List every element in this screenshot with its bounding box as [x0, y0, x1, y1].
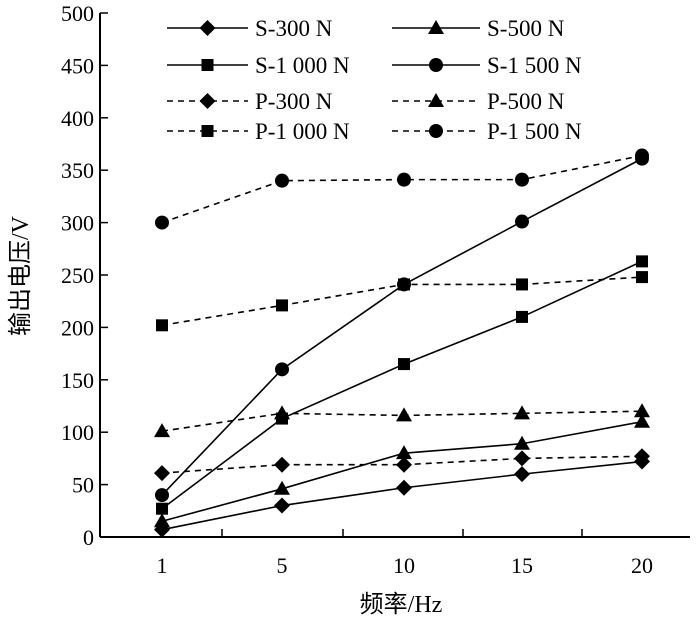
- data-point-s-1-000-n: [398, 358, 410, 371]
- x-tick-label: 15: [511, 553, 533, 578]
- data-point-p-1-500-n: [275, 173, 289, 188]
- legend-marker: [428, 20, 444, 34]
- legend-label: S-300 N: [255, 16, 333, 41]
- data-point-s-1-500-n: [155, 488, 169, 503]
- data-point-s-500-n: [514, 435, 530, 450]
- legend-item-p-300-n: P-300 N: [167, 89, 333, 114]
- data-point-s-500-n: [396, 445, 412, 460]
- legend-label: S-500 N: [487, 16, 565, 41]
- legend-label: S-1 000 N: [255, 53, 350, 78]
- series-p-500-n: [154, 403, 650, 438]
- legend-label: P-500 N: [487, 89, 565, 114]
- series-line-s-500-n: [161, 420, 643, 523]
- y-axis-title: 输出电压/V: [7, 215, 34, 336]
- legend-marker: [201, 59, 214, 71]
- plot-area: [154, 148, 650, 538]
- x-tick-label: 1: [157, 553, 168, 578]
- legend-item-s-300-n: S-300 N: [167, 16, 333, 41]
- y-tick-label: 200: [61, 315, 94, 340]
- legend-label: P-1 000 N: [255, 119, 350, 144]
- legend-item-p-1-500-n: P-1 500 N: [392, 119, 582, 144]
- data-point-p-1-000-n: [276, 299, 288, 312]
- x-tick-label: 5: [277, 553, 288, 578]
- data-point-s-500-n: [274, 480, 290, 495]
- data-point-p-500-n: [396, 407, 412, 422]
- series-line-s-1-000-n: [161, 260, 643, 510]
- data-point-p-500-n: [154, 423, 170, 438]
- y-tick-label: 0: [83, 525, 94, 550]
- data-point-s-300-n: [514, 466, 530, 483]
- series-s-1-000-n: [156, 255, 648, 515]
- data-point-s-1-000-n: [156, 502, 168, 515]
- data-point-p-1-000-n: [156, 319, 168, 332]
- data-point-p-300-n: [274, 456, 290, 473]
- data-point-p-1-000-n: [636, 271, 648, 284]
- y-tick-label: 350: [61, 158, 94, 183]
- data-point-s-300-n: [274, 497, 290, 514]
- y-tick-label: 500: [61, 1, 94, 26]
- x-tick-label: 10: [393, 553, 415, 578]
- data-point-s-500-n: [634, 413, 650, 428]
- legend-marker: [201, 125, 214, 137]
- legend-marker: [199, 20, 216, 36]
- data-point-p-1-500-n: [515, 172, 529, 187]
- data-point-p-300-n: [634, 448, 650, 465]
- legend-marker: [199, 93, 216, 109]
- series-line-p-1-500-n: [161, 154, 643, 224]
- y-tick-label: 250: [61, 263, 94, 288]
- legend: S-300 N S-500 N S-1 000 N S-1 500 N P-300 N P…: [167, 16, 582, 144]
- data-point-p-300-n: [514, 450, 530, 467]
- legend-item-s-1-500-n: S-1 500 N: [392, 53, 582, 78]
- series-line-s-300-n: [161, 460, 643, 531]
- data-point-p-1-000-n: [516, 278, 528, 291]
- data-point-s-1-500-n: [515, 214, 529, 229]
- data-point-p-1-500-n: [397, 172, 411, 187]
- data-point-s-300-n: [396, 479, 412, 496]
- y-tick-label: 150: [61, 368, 94, 393]
- legend-label: P-300 N: [255, 89, 333, 114]
- data-point-p-300-n: [154, 465, 170, 482]
- series-p-300-n: [154, 448, 650, 482]
- data-point-p-500-n: [514, 405, 530, 420]
- y-tick-label: 300: [61, 211, 94, 236]
- legend-marker: [429, 124, 443, 138]
- legend-item-p-500-n: P-500 N: [392, 89, 565, 114]
- data-point-p-1-000-n: [398, 278, 410, 291]
- series-p-1-500-n: [155, 148, 649, 230]
- x-axis-title: 频率/Hz: [360, 591, 443, 618]
- data-point-s-500-n: [154, 513, 170, 528]
- data-point-s-1-000-n: [636, 255, 648, 268]
- y-tick-label: 450: [61, 53, 94, 78]
- data-point-p-300-n: [396, 456, 412, 473]
- data-point-p-500-n: [274, 405, 290, 420]
- y-tick-label: 50: [72, 473, 94, 498]
- series-line-s-1-500-n: [161, 157, 643, 496]
- y-tick-label: 400: [61, 106, 94, 131]
- data-point-p-1-500-n: [155, 215, 169, 230]
- x-tick-label: 20: [631, 553, 653, 578]
- legend-marker: [428, 93, 444, 107]
- data-point-p-1-500-n: [635, 148, 649, 163]
- legend-label: S-1 500 N: [487, 53, 582, 78]
- data-point-s-1-000-n: [516, 310, 528, 323]
- legend-item-s-1-000-n: S-1 000 N: [167, 53, 350, 78]
- data-point-s-1-500-n: [275, 362, 289, 377]
- y-tick-label: 100: [61, 420, 94, 445]
- legend-marker: [429, 58, 443, 72]
- series-p-1-000-n: [156, 271, 648, 332]
- legend-item-p-1-000-n: P-1 000 N: [167, 119, 350, 144]
- data-point-p-500-n: [634, 403, 650, 418]
- series-s-500-n: [154, 413, 650, 528]
- legend-item-s-500-n: S-500 N: [392, 16, 565, 41]
- legend-label: P-1 500 N: [487, 119, 582, 144]
